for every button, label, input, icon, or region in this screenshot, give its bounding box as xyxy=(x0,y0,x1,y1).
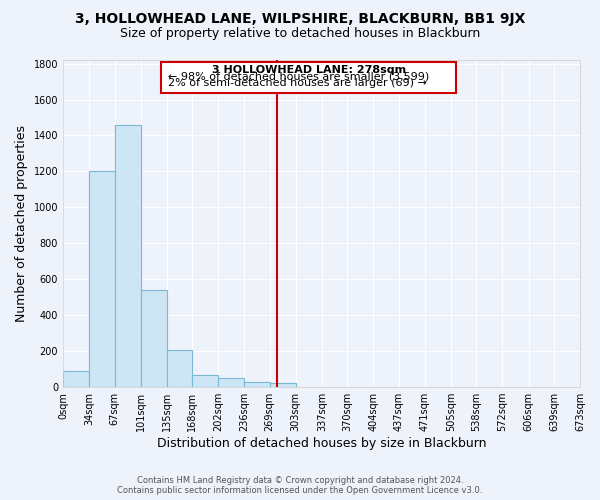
Bar xyxy=(244,382,269,387)
Bar xyxy=(218,378,244,387)
X-axis label: Distribution of detached houses by size in Blackburn: Distribution of detached houses by size … xyxy=(157,437,486,450)
Text: ← 98% of detached houses are smaller (3,599): ← 98% of detached houses are smaller (3,… xyxy=(167,72,429,82)
Text: 3 HOLLOWHEAD LANE: 278sqm: 3 HOLLOWHEAD LANE: 278sqm xyxy=(212,65,406,75)
Bar xyxy=(63,371,89,387)
Bar xyxy=(115,124,140,387)
Bar xyxy=(167,350,192,387)
Text: Size of property relative to detached houses in Blackburn: Size of property relative to detached ho… xyxy=(120,28,480,40)
Bar xyxy=(269,384,296,387)
Y-axis label: Number of detached properties: Number of detached properties xyxy=(15,125,28,322)
Text: 3, HOLLOWHEAD LANE, WILPSHIRE, BLACKBURN, BB1 9JX: 3, HOLLOWHEAD LANE, WILPSHIRE, BLACKBURN… xyxy=(75,12,525,26)
FancyBboxPatch shape xyxy=(161,62,457,92)
Bar xyxy=(89,172,115,387)
Bar xyxy=(140,290,167,387)
Bar xyxy=(192,376,218,387)
Text: 2% of semi-detached houses are larger (69) →: 2% of semi-detached houses are larger (6… xyxy=(167,78,427,88)
Text: Contains HM Land Registry data © Crown copyright and database right 2024.
Contai: Contains HM Land Registry data © Crown c… xyxy=(118,476,482,495)
